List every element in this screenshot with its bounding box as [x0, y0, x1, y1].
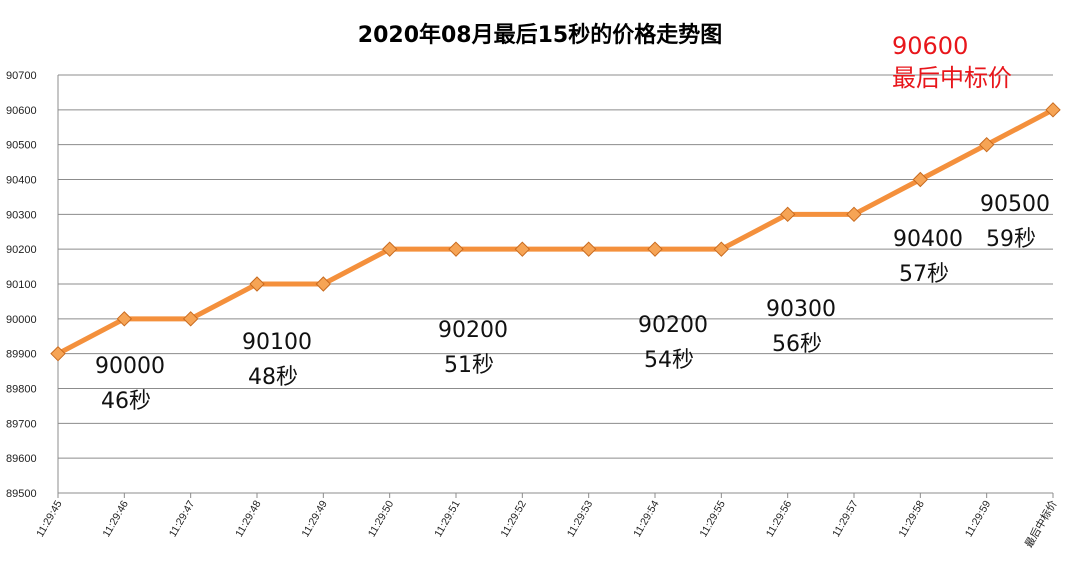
y-tick-label: 89900	[6, 349, 37, 361]
annotations: 90000 46秒 90100 48秒 90200 51秒 90200 54秒 90300 56秒…	[95, 32, 1050, 414]
y-tick-label: 90400	[6, 175, 37, 187]
data-point-marker	[978, 136, 995, 153]
annotation-line: 54秒	[644, 348, 694, 373]
annotation-line: 90000	[95, 354, 165, 379]
annotation-line: 56秒	[772, 332, 822, 357]
data-point-marker	[1045, 102, 1061, 118]
y-tick-label: 90000	[6, 314, 37, 326]
data-annotation: 90300 56秒	[766, 297, 836, 357]
annotation-line: 57秒	[899, 262, 949, 287]
data-point-marker	[50, 345, 66, 362]
chart-title: 2020年08月最后15秒的价格走势图	[358, 22, 722, 48]
data-annotation: 90200 51秒	[438, 318, 508, 378]
annotation-line: 90100	[242, 330, 312, 355]
data-annotation: 90500 59秒	[980, 192, 1050, 252]
y-tick-label: 89700	[6, 418, 37, 430]
y-tick-label: 89500	[6, 488, 37, 500]
y-tick-label: 90500	[6, 140, 37, 152]
data-point-marker	[647, 241, 663, 257]
annotation-line: 46秒	[101, 389, 151, 414]
data-point-marker	[580, 241, 597, 257]
y-tick-label: 89800	[6, 384, 37, 396]
annotation-line: 最后中标价	[892, 64, 1012, 92]
series-markers	[50, 102, 1061, 362]
data-annotation: 90200 54秒	[638, 313, 708, 373]
y-tick-label: 90200	[6, 244, 37, 256]
data-point-marker	[448, 241, 464, 257]
annotation-line: 90500	[980, 192, 1050, 217]
y-tick-label: 90600	[6, 105, 37, 117]
data-point-marker	[713, 241, 730, 257]
y-tick-label: 89600	[6, 453, 37, 465]
annotation-line: 59秒	[986, 227, 1036, 252]
data-annotation: 90600 最后中标价	[892, 32, 1012, 92]
annotation-line: 90600	[892, 32, 968, 60]
y-tick-label: 90100	[6, 279, 37, 291]
gridlines	[58, 74, 1053, 494]
annotation-line: 90200	[638, 313, 708, 338]
data-point-marker	[381, 241, 398, 257]
annotation-line: 51秒	[444, 353, 494, 378]
data-point-marker	[116, 311, 133, 327]
y-tick-label: 90700	[6, 70, 37, 82]
annotation-line: 48秒	[248, 365, 298, 390]
data-annotation: 90000 46秒	[95, 354, 165, 414]
data-point-marker	[514, 241, 531, 257]
data-point-marker	[779, 206, 796, 223]
annotation-line: 90400	[893, 227, 963, 252]
y-axis-ticks: 89500 89600 89700 89800 89900 90000 90100 90200…	[6, 70, 37, 500]
data-point-marker	[912, 171, 929, 188]
data-point-marker	[182, 311, 199, 327]
annotation-line: 90200	[438, 318, 508, 343]
y-tick-label: 90300	[6, 209, 37, 221]
data-annotation: 90400 57秒	[893, 227, 963, 287]
price-line	[55, 107, 1056, 357]
data-point-marker	[315, 276, 332, 292]
data-point-marker	[249, 276, 265, 292]
data-annotation: 90100 48秒	[242, 330, 312, 390]
data-point-marker	[846, 206, 862, 223]
series-line	[55, 107, 1056, 357]
annotation-line: 90300	[766, 297, 836, 322]
